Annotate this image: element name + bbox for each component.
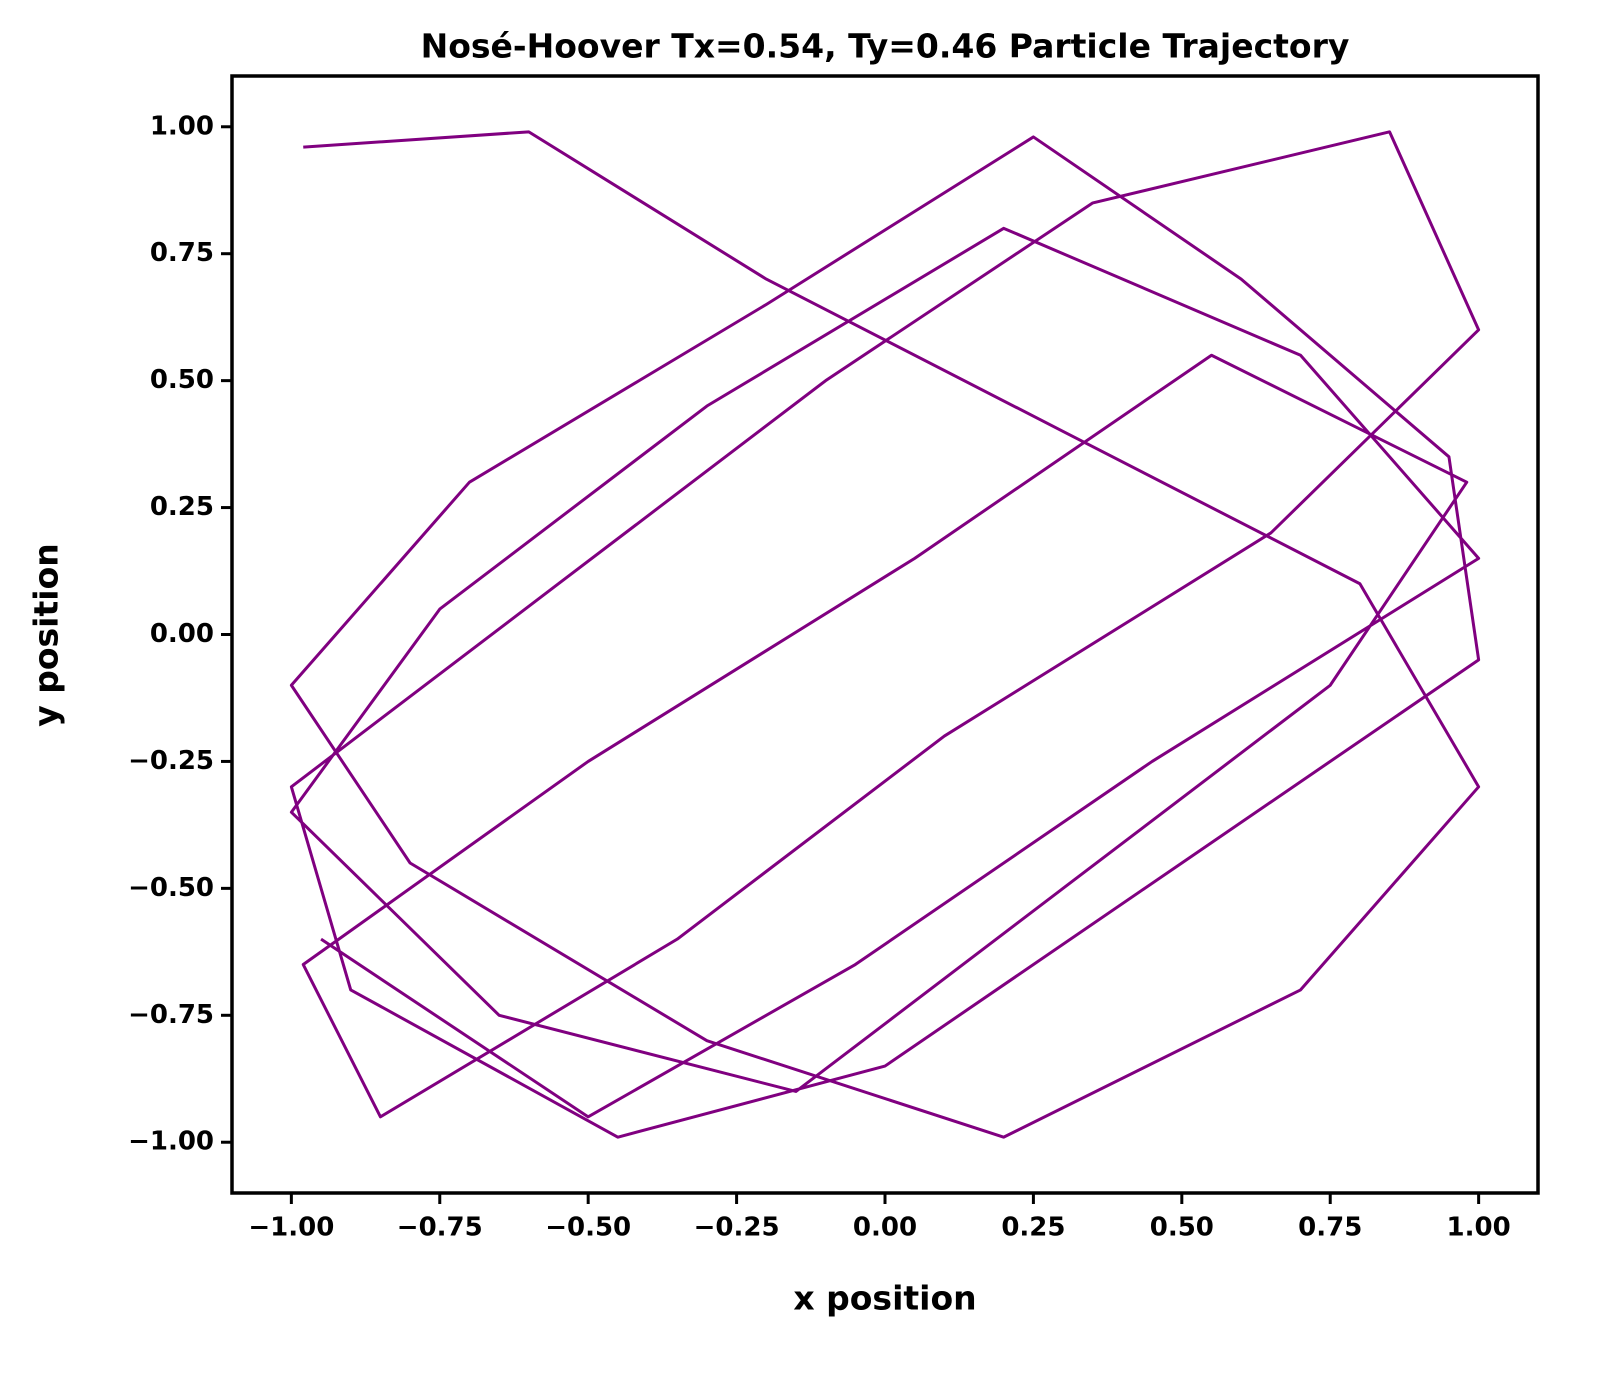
y-tick-label: 0.75 (150, 238, 214, 268)
x-tick-label: −0.25 (694, 1213, 780, 1243)
y-tick-label: −0.25 (128, 746, 214, 776)
x-tick-label: 0.00 (853, 1213, 917, 1243)
chart-title: Nosé-Hoover Tx=0.54, Ty=0.46 Particle Tr… (421, 27, 1350, 66)
trajectory-line (289, 130, 1481, 1139)
y-tick-label: −1.00 (128, 1127, 214, 1157)
x-tick-label: 0.50 (1150, 1213, 1214, 1243)
y-tick-label: 1.00 (150, 111, 214, 141)
x-tick-label: −1.00 (248, 1213, 334, 1243)
x-tick-label: −0.75 (397, 1213, 483, 1243)
x-tick-label: 0.25 (1001, 1213, 1065, 1243)
y-tick-label: −0.75 (128, 1000, 214, 1030)
plot-area (232, 76, 1538, 1193)
y-tick-label: 0.25 (150, 492, 214, 522)
x-tick-label: −0.50 (545, 1213, 631, 1243)
y-tick-label: 0.50 (150, 365, 214, 395)
x-tick-label: 1.00 (1447, 1213, 1511, 1243)
y-tick-label: −0.50 (128, 873, 214, 903)
x-axis-label: x position (793, 1279, 976, 1318)
y-axis-label: y position (27, 543, 66, 727)
y-tick-label: 0.00 (150, 619, 214, 649)
x-tick-label: 0.75 (1298, 1213, 1362, 1243)
